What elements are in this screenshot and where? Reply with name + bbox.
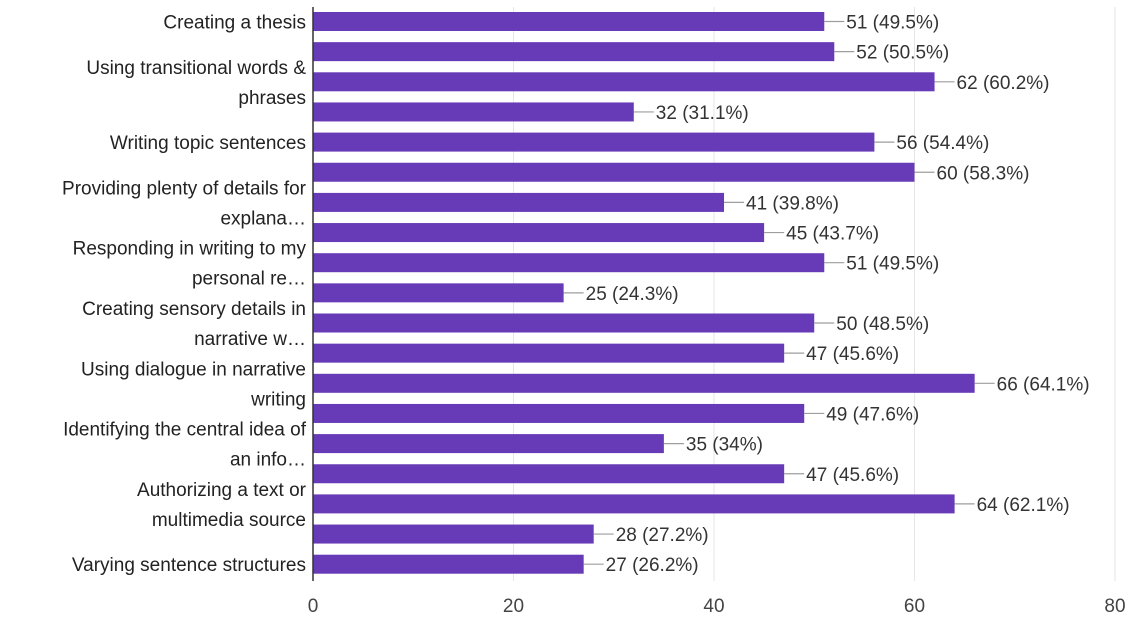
category-labels: Creating a thesis Using transitional word… <box>62 13 307 577</box>
category-label: Providing plenty of details for explana… <box>62 178 307 229</box>
data-label: 25 (24.3%) <box>586 284 679 305</box>
category-label: Varying sentence structures <box>72 555 306 576</box>
category-label-line: Using dialogue in narrative <box>81 359 306 380</box>
category-label-line: an info… <box>230 450 306 471</box>
category-label-line: personal re… <box>192 269 306 290</box>
data-label: 35 (34%) <box>686 435 763 456</box>
bar <box>313 162 915 182</box>
category-label: Creating sensory details in narrative w… <box>82 299 306 350</box>
x-tick-label: 80 <box>1104 596 1125 617</box>
bar <box>313 223 765 243</box>
category-label-line: Identifying the central idea of <box>63 420 307 441</box>
data-label: 47 (45.6%) <box>806 465 899 486</box>
data-label: 50 (48.5%) <box>836 314 929 335</box>
data-label: 28 (27.2%) <box>616 525 709 546</box>
data-label: 32 (31.1%) <box>656 103 749 124</box>
category-label-line: Writing topic sentences <box>110 133 306 154</box>
bar <box>313 464 785 484</box>
category-label: Identifying the central idea of an info… <box>63 420 307 471</box>
bar <box>313 434 664 454</box>
bar <box>313 373 975 393</box>
data-label: 62 (60.2%) <box>957 73 1050 94</box>
x-tick-label: 40 <box>703 596 724 617</box>
bar <box>313 132 875 152</box>
bar <box>313 42 835 62</box>
data-label: 51 (49.5%) <box>846 254 939 275</box>
bar <box>313 313 815 333</box>
data-label: 60 (58.3%) <box>937 163 1030 184</box>
x-axis-ticks: 0 20 40 60 80 <box>308 596 1126 617</box>
data-label: 47 (45.6%) <box>806 344 899 365</box>
bar <box>313 12 825 31</box>
bar <box>313 524 594 544</box>
x-tick-label: 20 <box>503 596 524 617</box>
category-label-line: Authorizing a text or <box>137 480 307 501</box>
category-label-line: narrative w… <box>194 329 306 350</box>
bar <box>313 102 634 122</box>
data-label: 45 (43.7%) <box>786 224 879 245</box>
category-label: Responding in writing to my personal re… <box>73 239 307 290</box>
category-label-line: explana… <box>220 208 306 229</box>
data-label: 27 (26.2%) <box>606 555 699 576</box>
bar <box>313 403 805 423</box>
category-label-line: Varying sentence structures <box>72 555 306 576</box>
bar <box>313 253 825 273</box>
category-label: Creating a thesis <box>163 13 306 34</box>
category-label-line: multimedia source <box>152 510 306 531</box>
category-label-line: Providing plenty of details for <box>62 178 307 199</box>
data-label: 49 (47.6%) <box>826 404 919 425</box>
category-label: Authorizing a text or multimedia source <box>137 480 307 531</box>
category-label: Using dialogue in narrative writing <box>81 359 306 410</box>
data-label: 51 (49.5%) <box>846 13 939 34</box>
bar <box>313 494 955 514</box>
category-label-line: Creating sensory details in <box>82 299 306 320</box>
data-label: 66 (64.1%) <box>997 374 1090 395</box>
data-label: 52 (50.5%) <box>856 43 949 64</box>
category-label: Writing topic sentences <box>110 133 306 154</box>
category-label-line: Creating a thesis <box>163 13 306 34</box>
bar <box>313 554 584 574</box>
category-label-line: writing <box>250 389 306 410</box>
bar <box>313 283 564 303</box>
category-label-line: phrases <box>238 88 306 109</box>
category-label-line: Responding in writing to my <box>73 239 307 260</box>
data-label: 41 (39.8%) <box>746 193 839 214</box>
data-label: 64 (62.1%) <box>977 495 1070 516</box>
bar <box>313 343 785 363</box>
category-label: Using transitional words & phrases <box>86 58 306 109</box>
x-tick-label: 0 <box>308 596 319 617</box>
data-label: 56 (54.4%) <box>896 133 989 154</box>
bars: 51 (49.5%) 52 (50.5%) 62 (60.2%) 32 (31.1%)… <box>313 12 1090 576</box>
bar <box>313 72 935 92</box>
bar <box>313 192 725 212</box>
x-tick-label: 60 <box>904 596 925 617</box>
category-label-line: Using transitional words & <box>86 58 306 79</box>
